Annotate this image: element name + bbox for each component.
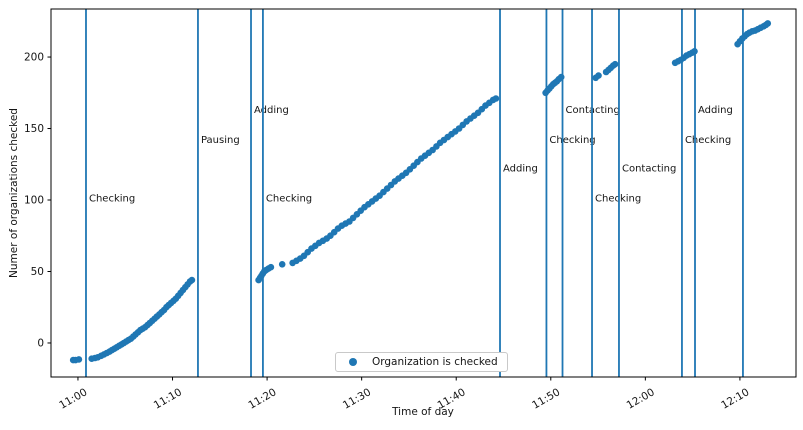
scatter-point (188, 276, 196, 284)
event-label: Contacting (622, 164, 676, 175)
event-label: Checking (89, 194, 135, 205)
scatter-point (611, 60, 619, 68)
y-tick-label: 200 (24, 52, 44, 64)
x-tick-label: 12:10 (719, 386, 751, 412)
scatter-point (764, 20, 772, 27)
scatter-point (75, 356, 83, 363)
event-label: Checking (685, 135, 731, 146)
event-label: Adding (254, 105, 289, 116)
x-tick-label: 11:30 (341, 386, 373, 412)
y-tick-label: 50 (31, 266, 44, 278)
vlines-group: Checking Pausing Adding Checking Adding Check… (85, 9, 744, 377)
x-tick-label: 11:10 (152, 386, 184, 412)
event-label: Checking (266, 194, 312, 205)
event-label: Pausing (201, 135, 240, 146)
legend-marker-icon (349, 358, 357, 366)
event-label: Checking (549, 135, 595, 146)
scatter-point (557, 73, 565, 81)
x-tick-label: 11:00 (57, 386, 89, 412)
scatter-point (267, 263, 275, 271)
legend: Organization is checked (335, 352, 508, 372)
scatter-point (595, 72, 602, 79)
y-axis-label: Numer of organizations checked (8, 108, 20, 278)
x-tick-label: 11:20 (246, 386, 278, 412)
event-label: Adding (503, 164, 538, 175)
y-tick-label: 0 (37, 337, 44, 349)
scatter-point (278, 261, 286, 268)
x-tick-label: 11:50 (530, 386, 562, 412)
y-tick-label: 150 (24, 123, 44, 135)
y-tick-label: 100 (24, 195, 44, 207)
x-axis-label: Time of day (392, 406, 454, 418)
y-axis: 0 50 100 150 200 (24, 52, 51, 349)
scatter-group (69, 20, 772, 364)
scatter-point (691, 48, 698, 55)
legend-label: Organization is checked (372, 356, 498, 368)
x-tick-label: 12:00 (625, 386, 657, 412)
event-label: Adding (698, 105, 733, 116)
plot-frame (50, 8, 797, 378)
scatter-point (492, 95, 500, 102)
